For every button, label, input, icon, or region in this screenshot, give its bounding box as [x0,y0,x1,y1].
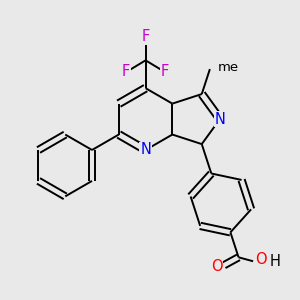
Text: H: H [269,254,280,269]
Text: me: me [218,61,239,74]
Text: N: N [140,142,151,158]
Text: N: N [214,112,225,127]
Text: F: F [122,64,130,79]
Text: O: O [211,259,222,274]
Text: F: F [161,64,169,79]
Text: F: F [142,29,150,44]
Text: O: O [256,252,267,267]
